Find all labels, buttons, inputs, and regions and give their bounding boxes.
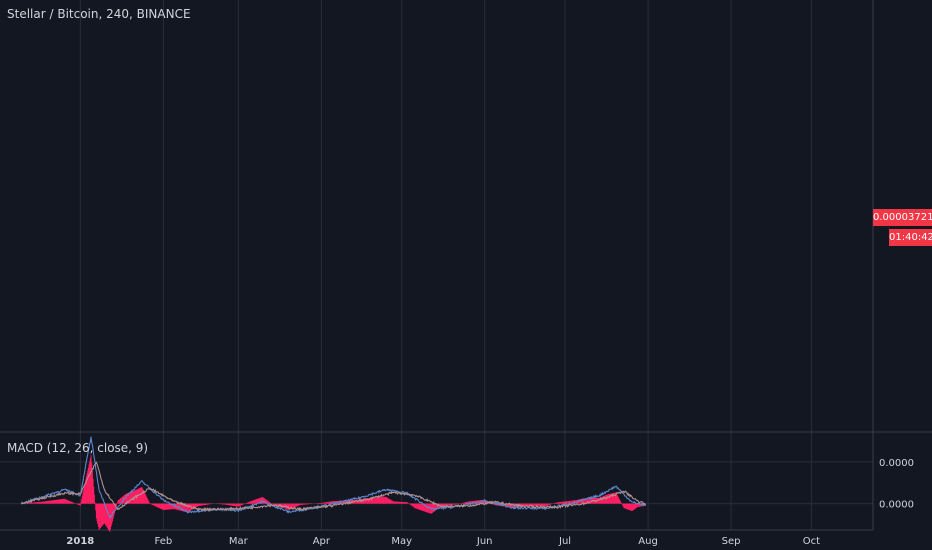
time-tick-label: Jun [476, 536, 493, 547]
time-axis[interactable]: 2018 Feb Mar Apr May Jun Jul Aug Sep Oct [66, 536, 820, 547]
time-tick-label: Sep [722, 536, 741, 547]
macd-pane[interactable] [20, 436, 646, 532]
last-price-badge: 0.00003721 [873, 209, 932, 226]
macd-tick-label: 0.0000 [879, 458, 914, 469]
macd-axis: 0.0000 0.0000 [879, 458, 914, 511]
time-tick-label: Feb [154, 536, 172, 547]
time-tick-label: Mar [229, 536, 249, 547]
time-tick-label: Jul [558, 536, 571, 547]
time-tick-label: May [391, 536, 412, 547]
bar-countdown-badge: 01:40:42 [889, 229, 932, 246]
time-tick-label: Aug [638, 536, 658, 547]
chart-title: Stellar / Bitcoin, 240, BINANCE [7, 7, 191, 21]
time-tick-label: Oct [803, 536, 820, 547]
signal-line [20, 461, 646, 512]
time-tick-label: 2018 [66, 536, 94, 547]
macd-tick-label: 0.0000 [879, 500, 914, 511]
time-tick-label: Apr [313, 536, 331, 547]
macd-legend-label: MACD (12, 26, close, 9) [7, 441, 149, 455]
